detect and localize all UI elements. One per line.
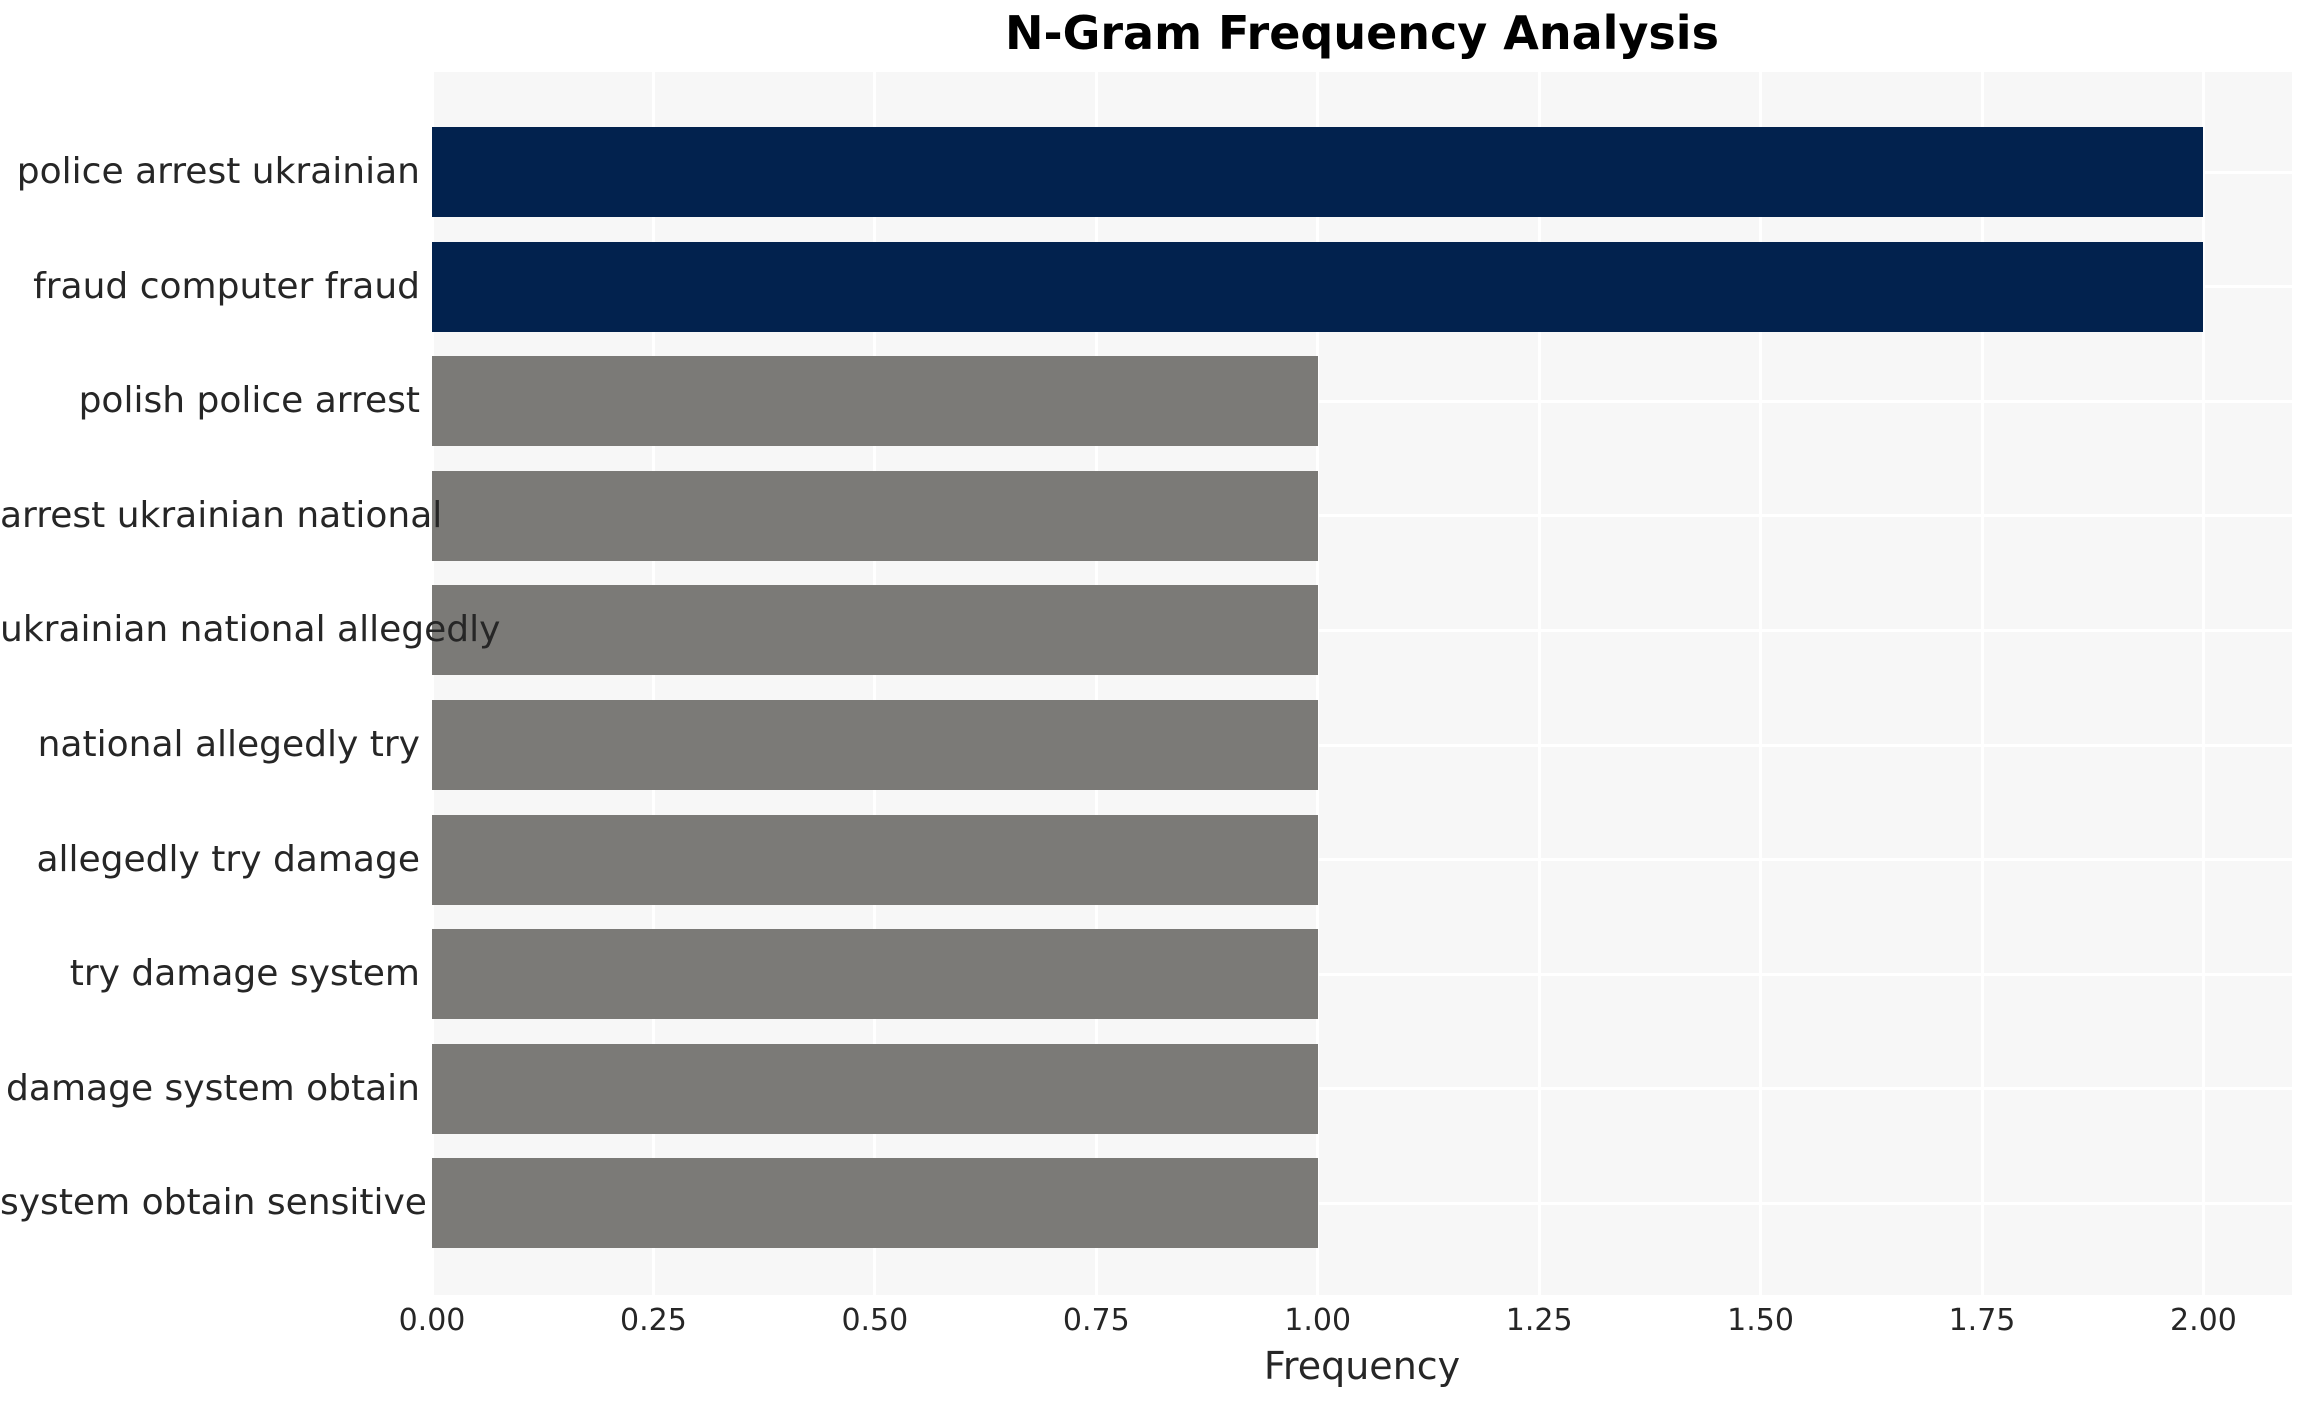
y-gridline (432, 972, 2292, 976)
y-gridline (432, 628, 2292, 632)
y-tick-label: arrest ukrainian national (0, 494, 443, 536)
bar-damage-system-obtain (432, 1043, 1318, 1134)
bar-try-damage-system (432, 929, 1318, 1020)
bar-polish-police-arrest (432, 356, 1318, 447)
y-tick-label: polish police arrest (78, 380, 420, 422)
y-tick-label: national allegedly try (37, 724, 420, 765)
x-axis-label: Frequency (1263, 1344, 1461, 1388)
y-tick-label: police arrest ukrainian (16, 151, 420, 192)
y-gridline (432, 1201, 2292, 1205)
x-tick-label: 0.75 (1062, 1303, 1130, 1338)
plot-area (430, 72, 2292, 1295)
x-tick-label: 1.50 (1727, 1303, 1794, 1338)
y-tick-label: damage system obtain (6, 1067, 420, 1109)
chart-title: N-Gram Frequency Analysis (1005, 6, 1719, 60)
x-gridline (1980, 72, 1984, 1295)
x-tick-label: 1.25 (1505, 1303, 1573, 1338)
x-gridline (1094, 72, 1098, 1295)
x-gridline (873, 72, 877, 1295)
x-gridline (1537, 72, 1541, 1295)
bar-ukrainian-national-allegedly (432, 585, 1318, 676)
x-gridline (1316, 72, 1320, 1295)
y-tick-label: fraud computer fraud (33, 265, 420, 307)
bar-fraud-computer-fraud (432, 241, 2204, 332)
x-tick-label: 0.50 (841, 1303, 909, 1338)
y-tick-label: try damage system (69, 953, 420, 995)
bar-police-arrest-ukrainian (432, 127, 2204, 217)
y-tick-label: allegedly try damage (36, 838, 420, 880)
bar-allegedly-try-damage (432, 814, 1318, 905)
y-tick-label: system obtain sensitive (0, 1182, 427, 1224)
x-tick-label: 1.75 (1948, 1303, 2016, 1338)
x-tick-label: 0.25 (620, 1303, 687, 1338)
bar-system-obtain-sensitive (432, 1158, 1318, 1249)
y-gridline (432, 743, 2292, 747)
x-tick-label: 1.00 (1284, 1303, 1352, 1338)
x-tick-label: 2.00 (2170, 1303, 2237, 1338)
x-gridline (651, 72, 655, 1295)
x-gridline (1759, 72, 1763, 1295)
y-tick-label: ukrainian national allegedly (0, 609, 501, 651)
x-gridline (2201, 72, 2205, 1295)
bar-national-allegedly-try (432, 700, 1318, 790)
y-gridline (432, 858, 2292, 862)
x-tick-label: 0.00 (398, 1303, 466, 1338)
y-gridline (432, 399, 2292, 403)
x-gridline (430, 72, 434, 1295)
bar-arrest-ukrainian-national (432, 470, 1318, 561)
y-gridline (432, 1087, 2292, 1091)
y-gridline (432, 514, 2292, 518)
